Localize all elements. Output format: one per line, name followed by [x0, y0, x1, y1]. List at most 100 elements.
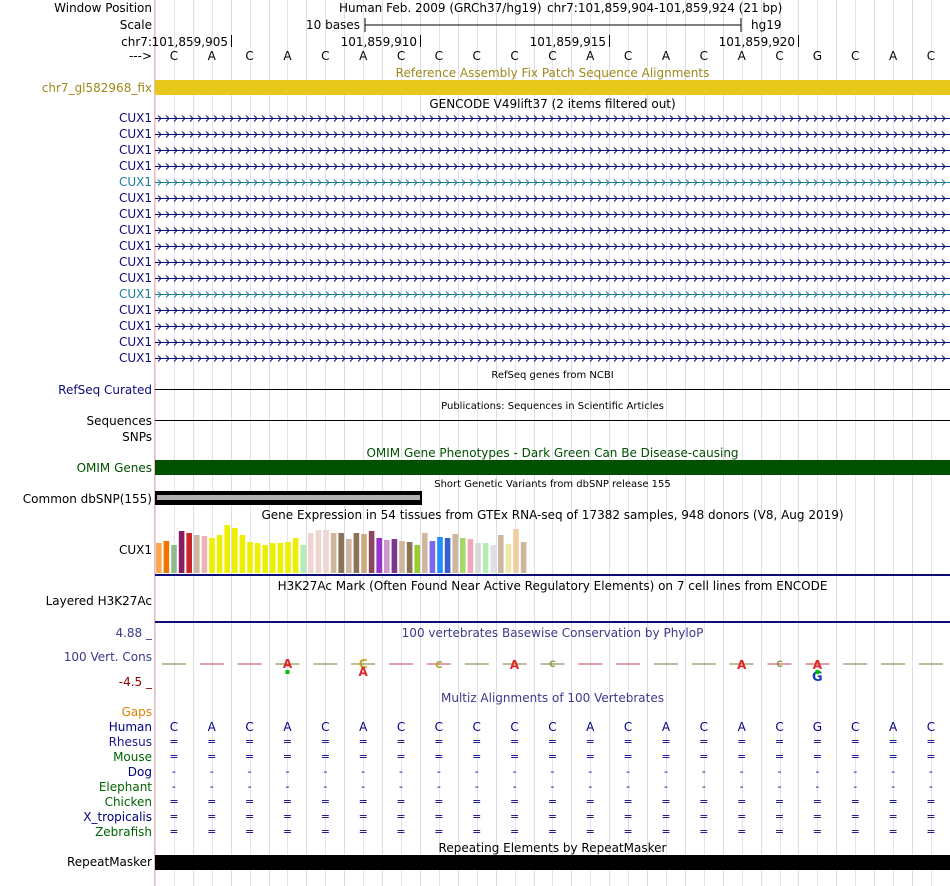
repeatmasker-label[interactable]: RepeatMasker — [66, 855, 152, 869]
multiz-base: - — [928, 780, 933, 793]
gencode-transcript-intron[interactable] — [155, 240, 950, 252]
gencode-transcript-label[interactable]: CUX1 — [118, 239, 152, 253]
gtex-tissue-bar — [285, 542, 291, 573]
multiz-base: = — [661, 795, 671, 808]
multiz-base: = — [585, 795, 595, 808]
multiz-base: = — [888, 750, 898, 763]
multiz-base: - — [209, 765, 214, 778]
gencode-transcript-label[interactable]: CUX1 — [118, 287, 152, 301]
multiz-base: = — [396, 825, 406, 838]
gencode-transcript-label[interactable]: CUX1 — [118, 207, 152, 221]
gencode-transcript-label[interactable]: CUX1 — [118, 143, 152, 157]
phylop-label[interactable]: 100 Vert. Cons — [63, 650, 152, 664]
refseq-label[interactable]: RefSeq Curated — [58, 383, 152, 397]
multiz-base: = — [850, 795, 860, 808]
scale-label: Scale — [119, 18, 152, 32]
multiz-species-label[interactable]: Human — [108, 720, 152, 734]
gencode-transcript-intron[interactable] — [155, 352, 950, 364]
publications-sequences-label[interactable]: Sequences — [86, 414, 152, 428]
multiz-base: C — [775, 720, 784, 734]
multiz-species-label[interactable]: Zebrafish — [95, 825, 152, 839]
multiz-base: = — [472, 825, 482, 838]
multiz-base: = — [623, 735, 633, 748]
gencode-transcript-intron[interactable] — [155, 224, 950, 236]
gencode-transcript-label[interactable]: CUX1 — [118, 191, 152, 205]
multiz-base: A — [283, 720, 292, 734]
gencode-transcript-label[interactable]: CUX1 — [118, 159, 152, 173]
gencode-transcript-label[interactable]: CUX1 — [118, 335, 152, 349]
multiz-base: = — [396, 810, 406, 823]
fix-patch-label[interactable]: chr7_gl582968_fix — [41, 81, 152, 95]
multiz-base: = — [472, 810, 482, 823]
gencode-transcript-label[interactable]: CUX1 — [118, 303, 152, 317]
gtex-tissue-bar — [399, 541, 405, 573]
omim-bar[interactable] — [155, 460, 950, 475]
multiz-species-label[interactable]: Dog — [127, 765, 152, 779]
phylop-logo-letter: A — [283, 657, 293, 671]
gencode-transcript-intron[interactable] — [155, 272, 950, 284]
gencode-transcript-intron[interactable] — [155, 208, 950, 220]
window-position: chr7:101,859,904-101,859,924 (21 bp) — [547, 1, 783, 15]
multiz-base: - — [777, 780, 782, 793]
gencode-transcript-intron[interactable] — [155, 336, 950, 348]
multiz-base: C — [548, 720, 557, 734]
gencode-transcript-intron[interactable] — [155, 320, 950, 332]
phylop-logo-letter: A — [737, 658, 747, 672]
dbsnp-label[interactable]: Common dbSNP(155) — [22, 492, 152, 506]
multiz-base: = — [396, 750, 406, 763]
gencode-transcript-label[interactable]: CUX1 — [118, 175, 152, 189]
gencode-transcript-label[interactable]: CUX1 — [118, 319, 152, 333]
multiz-base: A — [661, 720, 671, 734]
gencode-transcript-intron[interactable] — [155, 192, 950, 204]
multiz-species-label[interactable]: Rhesus — [108, 735, 152, 749]
multiz-species-label[interactable]: Mouse — [113, 750, 152, 764]
gencode-transcript-label[interactable]: CUX1 — [118, 255, 152, 269]
multiz-species-label[interactable]: X_tropicalis — [83, 810, 152, 824]
gencode-transcript-label[interactable]: CUX1 — [118, 111, 152, 125]
multiz-base: A — [207, 720, 216, 734]
multiz-base: C — [472, 720, 481, 734]
gtex-tissue-bar — [437, 537, 443, 573]
gencode-transcript-intron[interactable] — [155, 288, 950, 300]
multiz-base: = — [169, 825, 179, 838]
ruler-tick — [420, 35, 421, 47]
multiz-base: = — [774, 735, 785, 748]
multiz-base: = — [245, 735, 255, 748]
multiz-base: = — [661, 735, 671, 748]
gtex-label[interactable]: CUX1 — [118, 543, 152, 557]
gencode-transcript-intron[interactable] — [155, 304, 950, 316]
dbsnp-variant[interactable] — [155, 491, 422, 505]
multiz-base: = — [737, 735, 747, 748]
gencode-transcript-label[interactable]: CUX1 — [118, 223, 152, 237]
gencode-transcript-label[interactable]: CUX1 — [118, 127, 152, 141]
gencode-transcript-label[interactable]: CUX1 — [118, 351, 152, 365]
multiz-base: = — [623, 795, 633, 808]
gencode-transcript-intron[interactable] — [155, 128, 950, 140]
omim-label[interactable]: OMIM Genes — [76, 461, 152, 475]
fix-patch-bar[interactable] — [155, 80, 950, 95]
multiz-base: - — [512, 780, 517, 793]
gencode-transcript-intron[interactable] — [155, 256, 950, 268]
repeatmasker-bar[interactable] — [155, 855, 950, 870]
gencode-transcript-intron[interactable] — [155, 160, 950, 172]
multiz-base: - — [701, 780, 706, 793]
phylop-logo-letter: C — [776, 660, 783, 670]
gencode-transcript-intron[interactable] — [155, 144, 950, 156]
publications-snps-label[interactable]: SNPs — [122, 430, 152, 444]
h3k27ac-label[interactable]: Layered H3K27Ac — [45, 594, 152, 608]
gencode-transcript-intron[interactable] — [155, 176, 950, 188]
multiz-species-label[interactable]: Chicken — [104, 795, 152, 809]
multiz-species-label[interactable]: Elephant — [98, 780, 152, 794]
scale-bases: 10 bases — [306, 18, 360, 32]
gtex-tissue-bar — [330, 533, 337, 573]
multiz-base: = — [282, 810, 293, 823]
gtex-tissue-bar — [216, 535, 223, 573]
gtex-bar-chart[interactable] — [155, 522, 535, 574]
gencode-transcript-intron[interactable] — [155, 112, 950, 124]
multiz-base: - — [171, 765, 176, 778]
phylop-logo[interactable]: A CA C A C A C AG — [155, 654, 950, 682]
multiz-base: C — [926, 720, 936, 734]
multiz-base: = — [926, 750, 936, 763]
gencode-transcript-label[interactable]: CUX1 — [118, 271, 152, 285]
